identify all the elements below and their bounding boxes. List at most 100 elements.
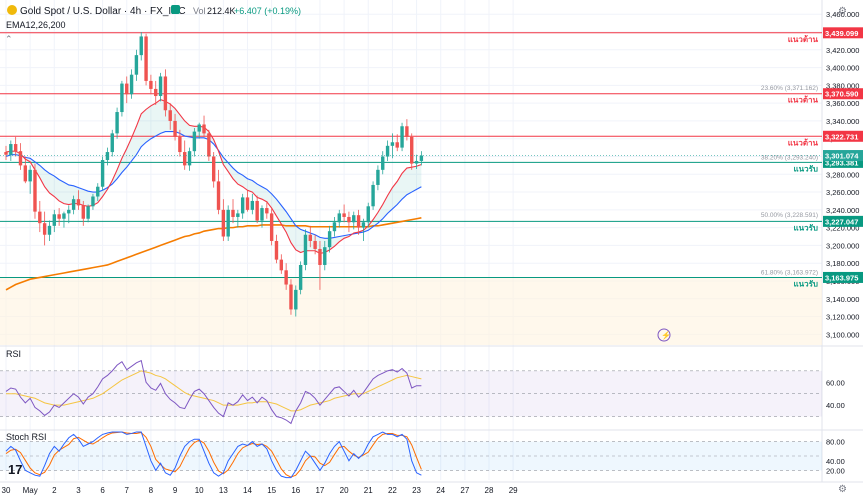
candle-body[interactable] [91, 196, 95, 207]
candle-body[interactable] [134, 55, 139, 75]
candle-body[interactable] [269, 213, 274, 241]
main-price-pane[interactable]: แนวต้านแนวต้านแนวต้านแนวรับแนวรับแนวรับ2… [0, 32, 822, 345]
candle-body[interactable] [192, 131, 197, 152]
candle-body[interactable] [67, 209, 71, 214]
candle-body[interactable] [129, 74, 134, 95]
candle-body[interactable] [226, 209, 230, 237]
settings-icon[interactable]: ⚙ [838, 6, 847, 17]
candle-body[interactable] [308, 234, 312, 241]
candle-body[interactable] [197, 124, 201, 132]
candle-body[interactable] [318, 248, 322, 265]
candle-body[interactable] [347, 216, 351, 223]
candle-body[interactable] [352, 215, 356, 223]
candle-body[interactable] [23, 165, 28, 182]
candle-body[interactable] [289, 284, 293, 310]
candle-body[interactable] [38, 211, 42, 224]
stoch-rsi-label[interactable]: Stoch RSI [6, 432, 47, 442]
collapse-legend-icon[interactable]: ⌃ [5, 34, 13, 44]
candle-body[interactable] [42, 223, 47, 235]
candle-body[interactable] [115, 112, 119, 134]
candle-body[interactable] [154, 88, 158, 97]
candle-body[interactable] [183, 152, 187, 166]
candle-body[interactable] [245, 197, 250, 210]
candle-body[interactable] [47, 225, 52, 235]
candle-body[interactable] [414, 160, 419, 164]
symbol-title[interactable]: Gold Spot / U.S. Dollar · 4h · FX_IDC [20, 6, 186, 17]
candle-body[interactable] [4, 152, 8, 155]
candle-body[interactable] [163, 76, 168, 111]
candle-body[interactable] [13, 144, 18, 152]
candle-body[interactable] [52, 214, 56, 226]
candle-body[interactable] [371, 184, 375, 207]
timezone-settings-icon[interactable]: ⚙ [838, 484, 847, 495]
candle-body[interactable] [279, 259, 284, 271]
rsi-label[interactable]: RSI [6, 349, 21, 359]
candle-body[interactable] [356, 215, 361, 228]
candle-body[interactable] [76, 199, 81, 206]
candle-body[interactable] [86, 206, 90, 219]
candle-body[interactable] [313, 240, 317, 249]
candle-body[interactable] [342, 213, 346, 217]
stoch-rsi-pane[interactable] [5, 431, 422, 479]
candle-body[interactable] [410, 136, 414, 164]
candle-body[interactable] [405, 126, 409, 137]
candle-body[interactable] [327, 231, 332, 248]
candle-body[interactable] [33, 169, 37, 212]
candle-body[interactable] [202, 124, 206, 134]
candle-body[interactable] [216, 181, 221, 210]
candle-body[interactable] [125, 83, 129, 95]
candle-body[interactable] [96, 186, 100, 197]
candle-body[interactable] [120, 83, 124, 113]
candle-body[interactable] [250, 200, 255, 210]
rsi-pane[interactable] [5, 359, 422, 425]
candle-body[interactable] [110, 133, 114, 153]
candle-body[interactable] [57, 214, 61, 219]
time-axis[interactable]: 30 May 2 3 6 7 8 9 10 13 14 15 16 17 20 21 22 23 24 27 28 29 [2, 486, 519, 495]
candle-body[interactable] [390, 142, 395, 146]
candle-body[interactable] [105, 152, 110, 161]
candle-body[interactable] [28, 169, 32, 182]
candle-body[interactable] [158, 76, 163, 97]
ema-indicator-label[interactable]: EMA12,26,200 [6, 20, 66, 30]
candle-body[interactable] [100, 160, 105, 187]
candle-body[interactable] [385, 145, 390, 157]
candle-body[interactable] [265, 208, 269, 214]
candle-body[interactable] [337, 213, 341, 223]
candle-body[interactable] [400, 126, 404, 148]
candle-body[interactable] [236, 213, 240, 217]
candle-body[interactable] [62, 213, 66, 219]
candle-body[interactable] [207, 133, 211, 157]
candle-body[interactable] [149, 80, 153, 89]
candle-body[interactable] [323, 247, 327, 265]
candle-body[interactable] [419, 155, 424, 161]
candle-body[interactable] [71, 199, 76, 210]
flash-icon[interactable] [657, 328, 671, 342]
candle-body[interactable] [332, 222, 337, 232]
candle-body[interactable] [381, 156, 385, 170]
candle-body[interactable] [255, 200, 259, 221]
candle-body[interactable] [240, 197, 245, 214]
candle-body[interactable] [144, 36, 148, 81]
candle-body[interactable] [139, 36, 143, 56]
candle-body[interactable] [294, 289, 298, 310]
candle-body[interactable] [81, 205, 85, 219]
candle-body[interactable] [173, 120, 177, 137]
candle-body[interactable] [187, 151, 192, 166]
candle-body[interactable] [274, 240, 279, 260]
candle-body[interactable] [168, 110, 172, 121]
candle-body[interactable] [395, 142, 399, 148]
price-axis[interactable]: 3,460.0003,440.0003,420.0003,400.0003,38… [823, 10, 863, 475]
candle-body[interactable] [298, 264, 303, 290]
candle-body[interactable] [361, 222, 366, 228]
candle-body[interactable] [9, 144, 13, 155]
candle-body[interactable] [284, 270, 288, 285]
candle-body[interactable] [260, 208, 264, 221]
tradingview-logo[interactable]: 17 [8, 462, 22, 477]
candle-body[interactable] [231, 209, 235, 217]
candle-body[interactable] [303, 234, 308, 265]
candle-body[interactable] [376, 169, 380, 185]
candle-body[interactable] [221, 209, 226, 237]
candle-body[interactable] [178, 136, 182, 153]
candle-body[interactable] [366, 206, 370, 223]
candle-body[interactable] [211, 156, 216, 182]
